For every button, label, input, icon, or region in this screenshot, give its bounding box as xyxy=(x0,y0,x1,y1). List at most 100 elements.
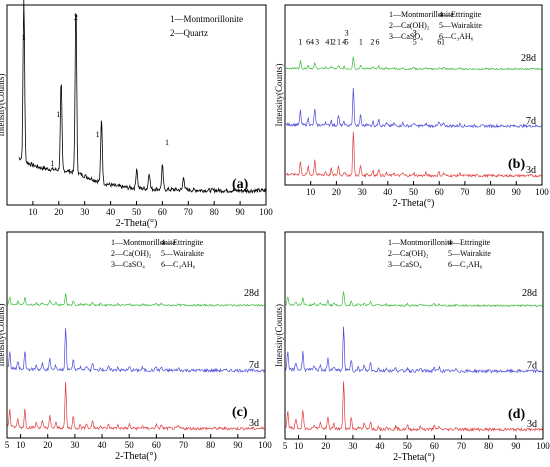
x-tick-label: 100 xyxy=(535,187,549,197)
x-tick-label: 90 xyxy=(233,440,243,450)
y-axis-label: Intensity(Counts) xyxy=(274,304,284,367)
peak-label: 4 xyxy=(342,38,346,47)
x-tick-label: 90 xyxy=(512,187,522,197)
peak-label: 1 xyxy=(96,130,100,139)
peak-label: 4 xyxy=(325,38,329,47)
series-line-3d xyxy=(285,381,543,432)
series-label-7d: 7d xyxy=(527,361,537,372)
x-tick-label: 80 xyxy=(486,187,496,197)
chart-panel-1: 10 20 30 40 50 60 70 80 90 100 2-Theta(°) Intensity… xyxy=(274,4,549,209)
x-ticks: 5 10 20 30 40 50 60 70 80 90 100 xyxy=(283,435,550,451)
peak-label: 5 xyxy=(345,38,349,47)
peak-label: 2 xyxy=(74,13,78,22)
series-line-3d xyxy=(7,381,265,432)
x-tick-label: 100 xyxy=(536,441,550,451)
plot-frame xyxy=(6,231,266,439)
peak-label: 4 xyxy=(310,38,314,47)
series-line-28d xyxy=(7,293,265,307)
x-tick-label: 20 xyxy=(321,441,331,451)
x-tick-label: 60 xyxy=(152,440,162,450)
x-tick-label: 60 xyxy=(158,207,168,217)
x-axis-label: 2-Theta(°) xyxy=(115,451,157,462)
series-label-28d: 28d xyxy=(244,288,259,299)
chart-panel-0: 10 20 30 40 50 60 70 80 90 100 2-Theta(°) Intensity… xyxy=(0,0,273,229)
chart-panel-3: 5 10 20 30 40 50 60 70 80 90 100 2-Theta(°) Intensit… xyxy=(274,231,550,463)
legend-item: 3—CaSO₄ xyxy=(388,260,422,269)
y-axis-label: Intensity(Counts) xyxy=(274,64,284,127)
legend-item: 6—C₃AH₆ xyxy=(439,32,474,41)
chart-panel-2: 5 10 20 30 40 50 60 70 80 90 100 2-Theta(°) Intensit… xyxy=(0,231,272,462)
peak-label: 1 xyxy=(165,138,169,147)
peak-label: 6 xyxy=(437,38,441,47)
x-tick-label: 40 xyxy=(383,187,393,197)
peak-label: 1 xyxy=(359,38,363,47)
peak-label: 3 xyxy=(345,29,349,38)
peak-label: 3 xyxy=(413,29,417,38)
peak-label: 3 xyxy=(315,38,319,47)
x-tick-label: 10 xyxy=(16,440,26,450)
legend: 1—Montmorillonite 2—Ca(OH)₂ 3—CaSO₄ 4—Ettri… xyxy=(388,238,491,269)
legend-item: 6—C₃AH₆ xyxy=(448,260,483,269)
legend-item: 1—Montmorillonite xyxy=(388,238,453,247)
x-tick-label: 10 xyxy=(306,187,316,197)
x-ticks: 10 20 30 40 50 60 70 80 90 100 xyxy=(306,181,549,197)
x-tick-label: 30 xyxy=(70,440,80,450)
legend-item: 5—Wairakite xyxy=(439,21,482,30)
legend-item: 1—Montmorillonite xyxy=(389,10,454,19)
series-label-3d: 3d xyxy=(527,419,537,430)
x-tick-label: 70 xyxy=(184,207,194,217)
series-line-7d xyxy=(7,328,265,373)
panel-label: (b) xyxy=(508,157,525,172)
legend: 1—Montmorillonite 2—Ca(OH)₂ 3—CaSO₄ 4—Ettri… xyxy=(389,10,482,41)
x-tick-label: 80 xyxy=(206,440,216,450)
x-tick-label: 50 xyxy=(125,440,135,450)
x-axis-label: 2-Theta(°) xyxy=(393,452,435,463)
x-axis-label: 2-Theta(°) xyxy=(116,218,158,229)
legend-item: 3—CaSO₄ xyxy=(389,32,423,41)
series-line-28d xyxy=(285,291,543,308)
x-tick-label: 80 xyxy=(484,441,494,451)
x-tick-label: 90 xyxy=(236,207,246,217)
x-tick-label: 20 xyxy=(54,207,64,217)
legend-item: 4—Ettringite xyxy=(161,238,204,247)
legend-item: 1—Montmorillonite xyxy=(111,238,176,247)
x-axis-label: 2-Theta(°) xyxy=(393,198,435,209)
legend-item: 3—CaSO₄ xyxy=(111,260,145,269)
x-tick-label: 70 xyxy=(460,187,470,197)
peak-label: 5 xyxy=(413,38,417,47)
x-tick-label: 100 xyxy=(258,440,272,450)
x-tick-label: 10 xyxy=(294,441,304,451)
peak-label: 1 xyxy=(22,33,26,42)
x-tick-label: 40 xyxy=(106,207,116,217)
peak-label: 6 xyxy=(376,38,380,47)
x-tick-label: 80 xyxy=(210,207,220,217)
x-ticks: 5 10 20 30 40 50 60 70 80 90 100 xyxy=(5,434,272,450)
series-line-3d xyxy=(285,131,542,179)
y-axis-label: Intensity(Counts) xyxy=(0,74,6,137)
x-tick-label: 70 xyxy=(457,441,467,451)
series-line-7d xyxy=(285,326,543,374)
legend: 1—Montmorillonite 2—Quartz xyxy=(170,14,243,38)
plot-frame xyxy=(284,231,544,440)
series-line-7d xyxy=(285,87,542,129)
series-label-3d: 3d xyxy=(526,165,536,176)
series-label-28d: 28d xyxy=(521,53,536,64)
series-label-28d: 28d xyxy=(522,288,537,299)
legend-item: 1—Montmorillonite xyxy=(170,14,243,24)
x-tick-label: 30 xyxy=(358,187,368,197)
panel-label: (c) xyxy=(232,405,248,420)
x-tick-label: 30 xyxy=(348,441,358,451)
panel-label: (d) xyxy=(508,407,525,422)
x-tick-label: 40 xyxy=(376,441,386,451)
x-tick-label: 30 xyxy=(80,207,90,217)
series-line xyxy=(18,0,267,194)
x-tick-label: 70 xyxy=(179,440,189,450)
x-tick-label: 5 xyxy=(283,441,288,451)
x-tick-label: 50 xyxy=(403,441,413,451)
legend-item: 2—Quartz xyxy=(170,28,208,38)
y-axis-label: Intensity(Counts) xyxy=(0,304,6,367)
x-tick-label: 50 xyxy=(132,207,142,217)
legend-item: 2—Ca(OH)₂ xyxy=(389,21,430,30)
